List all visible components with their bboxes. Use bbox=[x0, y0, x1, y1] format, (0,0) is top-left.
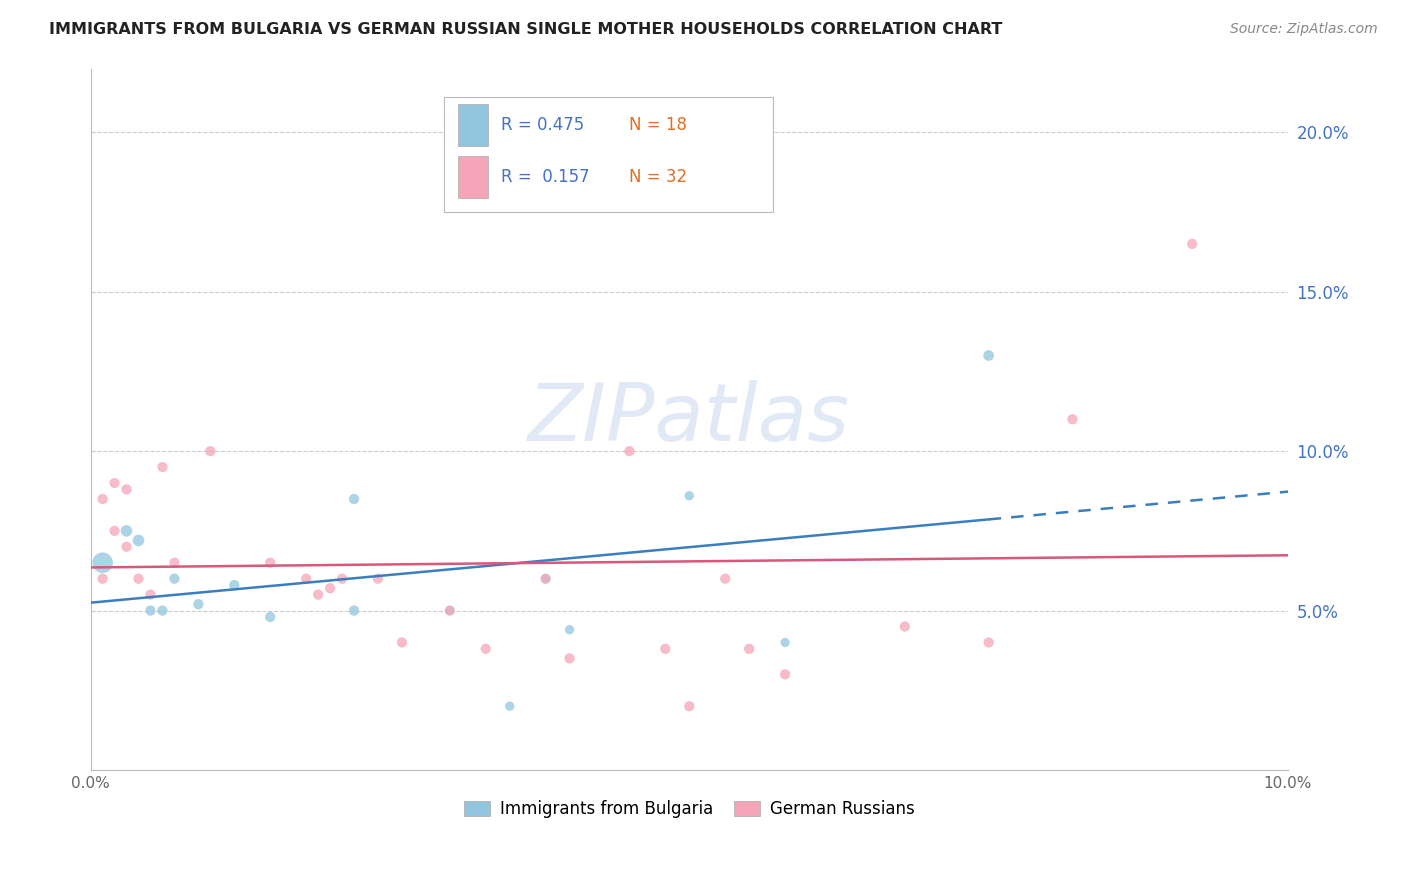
Point bbox=[977, 349, 1000, 363]
Point bbox=[773, 667, 796, 681]
Point bbox=[200, 444, 222, 458]
Point bbox=[534, 572, 557, 586]
Point bbox=[152, 460, 174, 475]
Point bbox=[91, 491, 114, 506]
Point bbox=[115, 540, 138, 554]
Point bbox=[391, 635, 413, 649]
Point bbox=[343, 603, 366, 617]
Point bbox=[103, 476, 125, 491]
Point bbox=[1181, 236, 1204, 251]
Point bbox=[319, 581, 342, 595]
Point bbox=[152, 603, 174, 617]
Text: R =  0.157: R = 0.157 bbox=[502, 169, 591, 186]
Point bbox=[139, 588, 162, 602]
Legend: Immigrants from Bulgaria, German Russians: Immigrants from Bulgaria, German Russian… bbox=[457, 794, 922, 825]
Point bbox=[128, 572, 150, 586]
Point bbox=[187, 597, 209, 611]
Point bbox=[534, 572, 557, 586]
Point bbox=[115, 524, 138, 538]
Point bbox=[115, 483, 138, 497]
Point bbox=[259, 610, 281, 624]
Point bbox=[343, 491, 366, 506]
Point bbox=[224, 578, 246, 592]
Text: R = 0.475: R = 0.475 bbox=[502, 116, 585, 135]
Point bbox=[474, 641, 496, 656]
Text: IMMIGRANTS FROM BULGARIA VS GERMAN RUSSIAN SINGLE MOTHER HOUSEHOLDS CORRELATION : IMMIGRANTS FROM BULGARIA VS GERMAN RUSSI… bbox=[49, 22, 1002, 37]
Point bbox=[307, 588, 329, 602]
Text: ZIPatlas: ZIPatlas bbox=[529, 380, 851, 458]
Point bbox=[367, 572, 389, 586]
Point bbox=[738, 641, 761, 656]
Point bbox=[163, 572, 186, 586]
Point bbox=[439, 603, 461, 617]
Text: N = 18: N = 18 bbox=[630, 116, 688, 135]
Point bbox=[558, 651, 581, 665]
Text: Source: ZipAtlas.com: Source: ZipAtlas.com bbox=[1230, 22, 1378, 37]
Point bbox=[499, 699, 522, 714]
Point bbox=[163, 556, 186, 570]
Point bbox=[678, 699, 700, 714]
Point bbox=[103, 524, 125, 538]
Point bbox=[619, 444, 641, 458]
Point bbox=[128, 533, 150, 548]
Point bbox=[91, 572, 114, 586]
Point bbox=[295, 572, 318, 586]
Point bbox=[139, 603, 162, 617]
Point bbox=[654, 641, 676, 656]
Bar bbox=[458, 156, 488, 198]
Bar bbox=[458, 104, 488, 146]
Point bbox=[330, 572, 353, 586]
Point bbox=[773, 635, 796, 649]
Point bbox=[678, 489, 700, 503]
FancyBboxPatch shape bbox=[444, 96, 773, 212]
Point bbox=[439, 603, 461, 617]
Point bbox=[558, 623, 581, 637]
Text: N = 32: N = 32 bbox=[630, 169, 688, 186]
Point bbox=[259, 556, 281, 570]
Point bbox=[91, 556, 114, 570]
Point bbox=[714, 572, 737, 586]
Point bbox=[894, 619, 917, 633]
Point bbox=[1062, 412, 1084, 426]
Point bbox=[977, 635, 1000, 649]
